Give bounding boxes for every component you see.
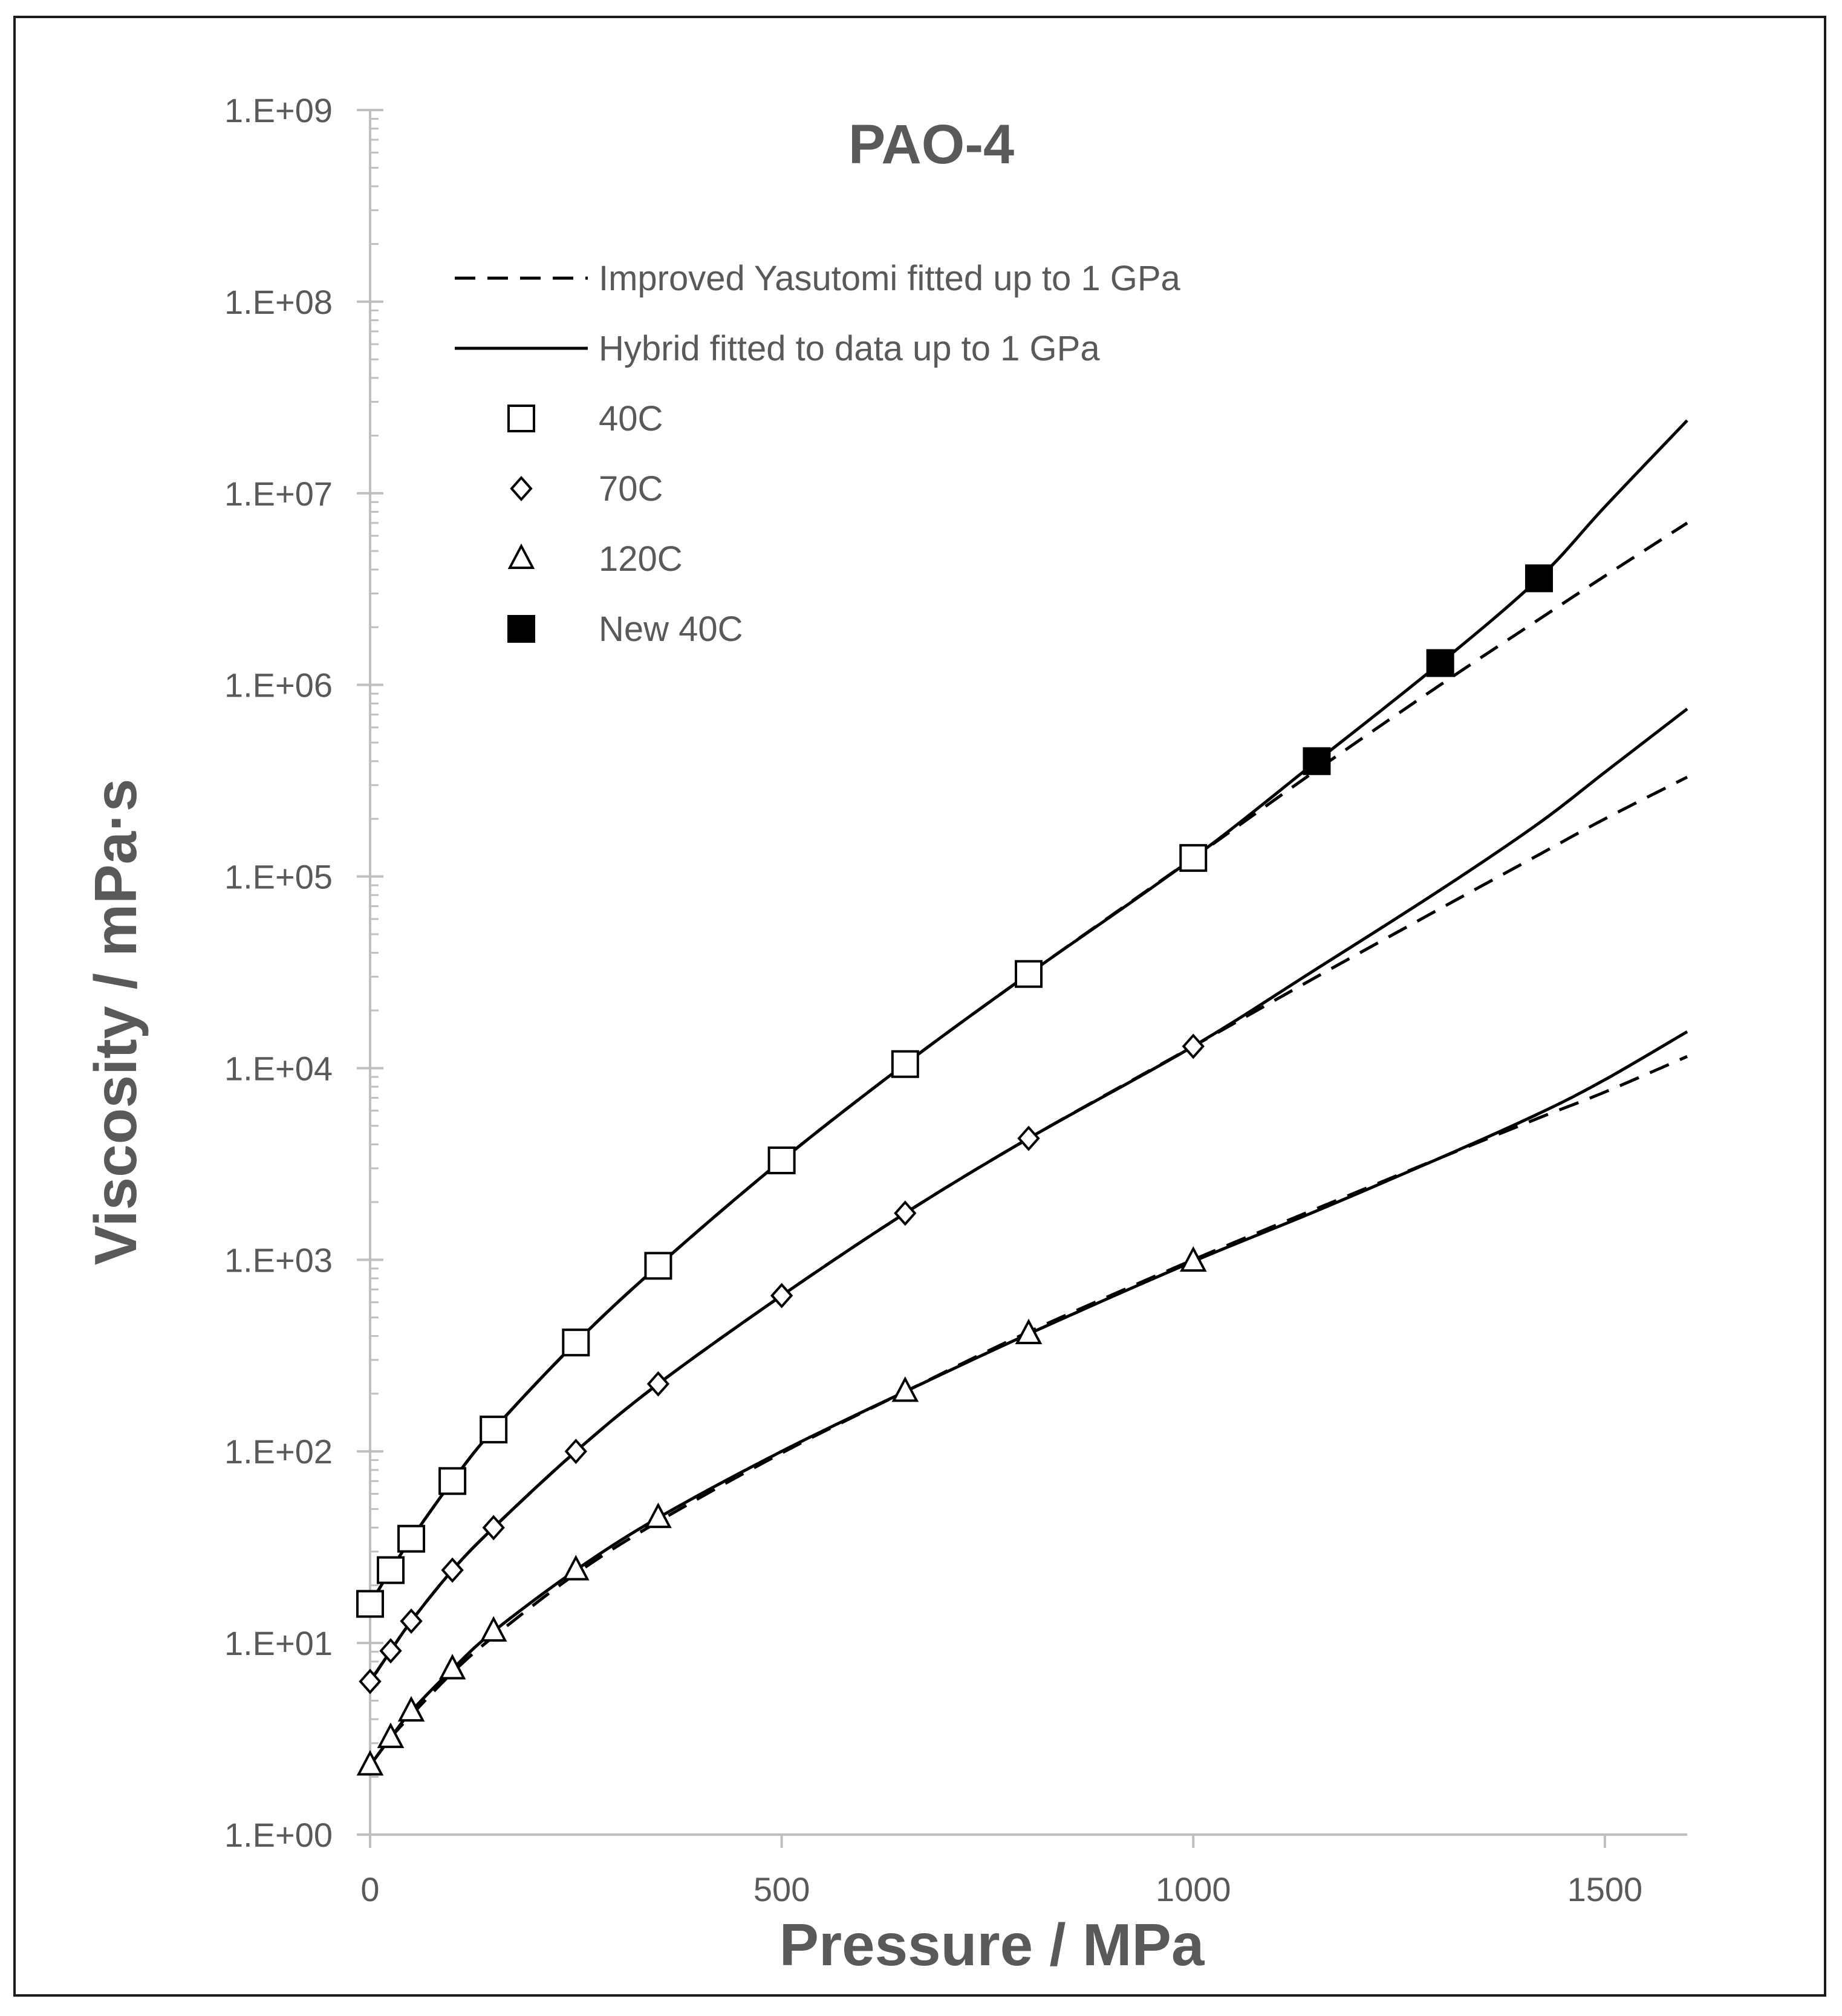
legend-marker bbox=[507, 405, 535, 432]
marker-70c bbox=[441, 1557, 464, 1583]
marker-40c bbox=[1015, 960, 1043, 988]
marker-40c bbox=[767, 1146, 796, 1175]
y-tick-label: 1.E+04 bbox=[224, 1049, 333, 1087]
legend-marker bbox=[507, 615, 535, 643]
marker-40c bbox=[480, 1416, 508, 1444]
marker-120c bbox=[356, 1750, 384, 1776]
marker-120c bbox=[438, 1654, 466, 1680]
y-tick-label: 1.E+02 bbox=[224, 1432, 333, 1471]
marker-40c bbox=[397, 1524, 426, 1553]
x-tick-label: 500 bbox=[753, 1870, 810, 1908]
marker-new-40c bbox=[1525, 564, 1553, 593]
legend-marker bbox=[510, 475, 533, 502]
marker-120c bbox=[1179, 1246, 1207, 1272]
yasutomi-curve bbox=[368, 521, 1688, 1605]
marker-120c bbox=[397, 1696, 425, 1722]
marker-40c bbox=[377, 1556, 405, 1584]
marker-120c bbox=[891, 1376, 919, 1402]
marker-70c bbox=[1017, 1125, 1040, 1151]
marker-70c bbox=[359, 1668, 382, 1694]
y-tick-label: 1.E+00 bbox=[224, 1816, 333, 1854]
legend-marker bbox=[507, 543, 535, 569]
legend-label: 40C bbox=[599, 399, 663, 438]
marker-new-40c bbox=[1303, 747, 1331, 775]
marker-70c bbox=[646, 1371, 670, 1397]
legend: Improved Yasutomi fitted up to 1 GPa Hybr… bbox=[455, 259, 1181, 649]
hybrid-curve bbox=[368, 707, 1688, 1683]
marker-40c bbox=[1179, 844, 1208, 872]
marker-40c bbox=[438, 1467, 467, 1495]
hybrid-curve bbox=[368, 419, 1688, 1605]
marker-120c bbox=[562, 1555, 590, 1581]
x-tick-label: 1000 bbox=[1156, 1870, 1231, 1908]
marker-70c bbox=[400, 1608, 423, 1634]
legend-label: 70C bbox=[599, 469, 663, 509]
data-markers bbox=[356, 564, 1553, 1776]
legend-label: Improved Yasutomi fitted up to 1 GPa bbox=[599, 259, 1181, 298]
y-tick-label: 1.E+08 bbox=[224, 283, 333, 321]
marker-70c bbox=[482, 1515, 505, 1541]
figure-frame bbox=[13, 16, 1826, 1997]
y-tick-label: 1.E+09 bbox=[224, 91, 333, 129]
legend-label: 120C bbox=[599, 539, 683, 579]
y-axis-title: Viscosity / mPa·s bbox=[82, 779, 149, 1265]
x-axis-title: Pressure / MPa bbox=[779, 1911, 1205, 1978]
marker-70c bbox=[770, 1283, 793, 1309]
y-tick-label: 1.E+03 bbox=[224, 1241, 333, 1279]
marker-120c bbox=[645, 1502, 672, 1529]
marker-70c bbox=[379, 1638, 402, 1664]
y-tick-label: 1.E+05 bbox=[224, 858, 333, 896]
marker-70c bbox=[894, 1200, 917, 1226]
marker-40c bbox=[644, 1252, 672, 1280]
marker-40c bbox=[356, 1590, 384, 1618]
marker-70c bbox=[1182, 1033, 1205, 1059]
marker-70c bbox=[564, 1439, 587, 1465]
chart-title: PAO-4 bbox=[848, 114, 1014, 175]
marker-120c bbox=[1015, 1318, 1043, 1345]
x-tick-label: 0 bbox=[360, 1870, 379, 1908]
axes: 1.E+00 1.E+01 1.E+02 1.E+03 1.E+04 1.E+05 1.E+… bbox=[224, 91, 1687, 1908]
yasutomi-curve bbox=[368, 775, 1688, 1683]
x-tick-label: 1500 bbox=[1567, 1870, 1643, 1908]
y-tick-label: 1.E+07 bbox=[224, 475, 333, 513]
marker-120c bbox=[377, 1722, 405, 1748]
marker-40c bbox=[891, 1050, 919, 1078]
marker-120c bbox=[480, 1616, 507, 1642]
marker-40c bbox=[562, 1328, 590, 1357]
fit-curves bbox=[368, 419, 1688, 1766]
y-tick-label: 1.E+01 bbox=[224, 1624, 333, 1662]
y-tick-label: 1.E+06 bbox=[224, 666, 333, 704]
marker-new-40c bbox=[1426, 649, 1454, 677]
yasutomi-curve bbox=[368, 1055, 1688, 1766]
legend-label: Hybrid fitted to data up to 1 GPa bbox=[599, 329, 1100, 368]
legend-label: New 40C bbox=[599, 610, 743, 649]
